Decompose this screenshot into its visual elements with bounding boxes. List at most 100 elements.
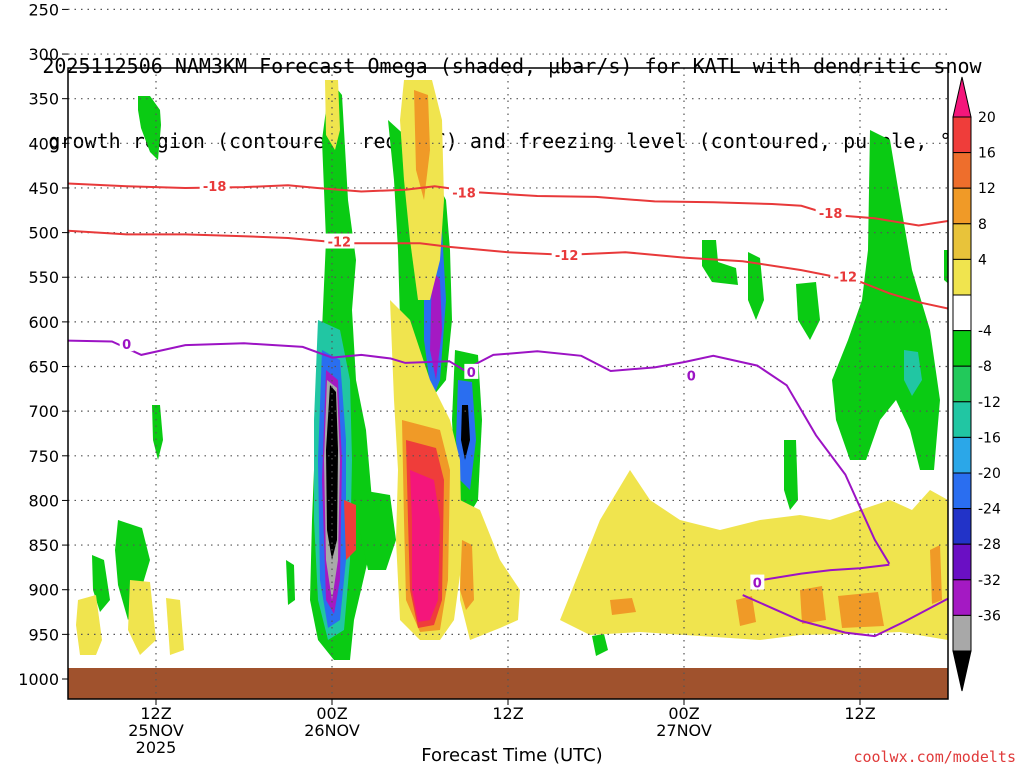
colorbar-segment [952,508,972,545]
y-tick-label: 900 [28,581,59,600]
y-tick-label: 750 [28,447,59,466]
y-tick-label: 700 [28,402,59,421]
colorbar-segment [952,579,972,616]
colorbar-segment [952,152,972,189]
x-tick-label: 26NOV [304,721,360,740]
colorbar-segment [952,187,972,225]
shade-purple-column-2 [430,270,442,380]
shade-orange-right-5 [930,545,942,604]
shade-orange-right-3 [800,586,826,624]
colorbar: 20 16 12 8 4 -4 -8 -12 -16 -20 -24 -28 -32 -36 [952,76,1001,692]
colorbar-label: -32 [978,573,1001,589]
shade-teal-right [904,350,922,396]
shade-orange-lower-right [460,540,474,610]
y-tick-label: 800 [28,491,59,510]
y-tick-label: 300 [28,45,59,64]
shade-green-small-2 [286,560,295,605]
colorbar-segment [952,614,972,652]
shade-yellow-left-3 [166,598,184,655]
colorbar-label: 4 [978,252,987,268]
y-tick-label: 550 [28,268,59,287]
colorbar-segment [952,258,972,296]
colorbar-segment [952,365,972,403]
freezing-level-label: 0 [467,366,476,381]
dgz-contour-label: -12 [328,236,352,251]
dgz-contour-label: -12 [555,249,579,264]
y-tick-label: 600 [28,313,59,332]
freezing-level-label-bg [750,574,765,590]
colorbar-segment [952,436,972,474]
shade-green-right-2 [748,252,764,320]
contour-labels: -18 -18 -18 -12 -12 -12 0 0 0 0 [119,178,861,592]
x-tick-label: 25NOV [128,721,184,740]
freezing-level-line [68,339,891,565]
x-tick-label: 27NOV [656,721,712,740]
x-axis-title: Forecast Time (UTC) [421,745,603,766]
shade-green-left-3 [92,555,110,612]
colorbar-segment [952,401,972,438]
colorbar-segment [952,116,972,154]
freezing-level-label-bg [684,367,699,383]
colorbar-label: -4 [978,324,992,340]
colorbar-bottom-arrow [952,650,972,692]
y-tick-label: 950 [28,625,59,644]
colorbar-label: 8 [978,217,987,233]
chart-title: 2025112506 NAM3KM Forecast Omega (shaded… [0,4,1024,179]
colorbar-label: -16 [978,430,1001,446]
y-tick-label: 250 [28,0,59,19]
x-tick-label: 12Z [140,704,171,723]
dgz-contour-label-bg [830,268,861,284]
shade-green-right-4 [832,130,940,470]
dgz-contour-label: -18 [203,180,227,195]
y-tick-label: 1000 [18,670,59,689]
y-tick-label: 650 [28,358,59,377]
colorbar-label: 12 [978,181,996,197]
y-tick-label: 400 [28,134,59,153]
shade-green-right-3 [796,282,820,340]
y-tick-label: 850 [28,536,59,555]
x-tick-label: 12Z [844,704,875,723]
colorbar-label: 16 [978,146,996,162]
y-tick-label: 450 [28,179,59,198]
shade-black-column-3 [461,405,470,460]
shade-green-small-1 [360,490,396,570]
colorbar-segment [952,330,972,367]
colorbar-label: -20 [978,466,1001,482]
y-axis-ticks: 250 300 350 400 450 500 550 600 650 700 750 800 850 9… [18,0,68,689]
colorbar-label: -36 [978,608,1001,624]
shade-orange-right-4 [838,592,884,628]
shade-green-small-3 [592,634,608,656]
credit-link[interactable]: coolwx.com/modelts [853,748,1016,766]
freezing-level-line [757,563,890,582]
shade-green-right-6 [944,250,948,284]
dgz-contour-label-bg [551,246,582,262]
freezing-level-label: 0 [122,338,131,353]
dgz-contour-label: -18 [452,186,476,201]
dgz-contour-label-bg [815,204,846,220]
grid-lines [68,8,948,699]
shade-green-left-1 [138,96,161,160]
shade-yellow-lower-right [460,500,520,640]
colorbar-segment [952,294,972,332]
shade-red-small [344,500,356,560]
dgz-contour-label: -12 [834,270,858,285]
colorbar-top-arrow [952,76,972,118]
shade-green-right-1 [702,240,738,285]
shade-orange-upper [414,90,430,200]
freezing-level-label: 0 [687,369,696,384]
freezing-level-line [742,594,948,638]
dgz-contour-label-bg [324,233,355,249]
y-tick-label: 500 [28,224,59,243]
x-tick-label: 00Z [668,704,699,723]
colorbar-label: -12 [978,395,1001,411]
dgz-contour-label-bg [449,184,479,200]
shade-green-left-2 [152,405,163,460]
title-line-1: 2025112506 NAM3KM Forecast Omega (shaded… [42,54,982,78]
x-tick-label: 12Z [492,704,523,723]
omega-shading [68,80,948,699]
colorbar-segment [952,472,972,510]
colorbar-label: -8 [978,359,992,375]
dgz-contour-label-bg [199,178,230,194]
